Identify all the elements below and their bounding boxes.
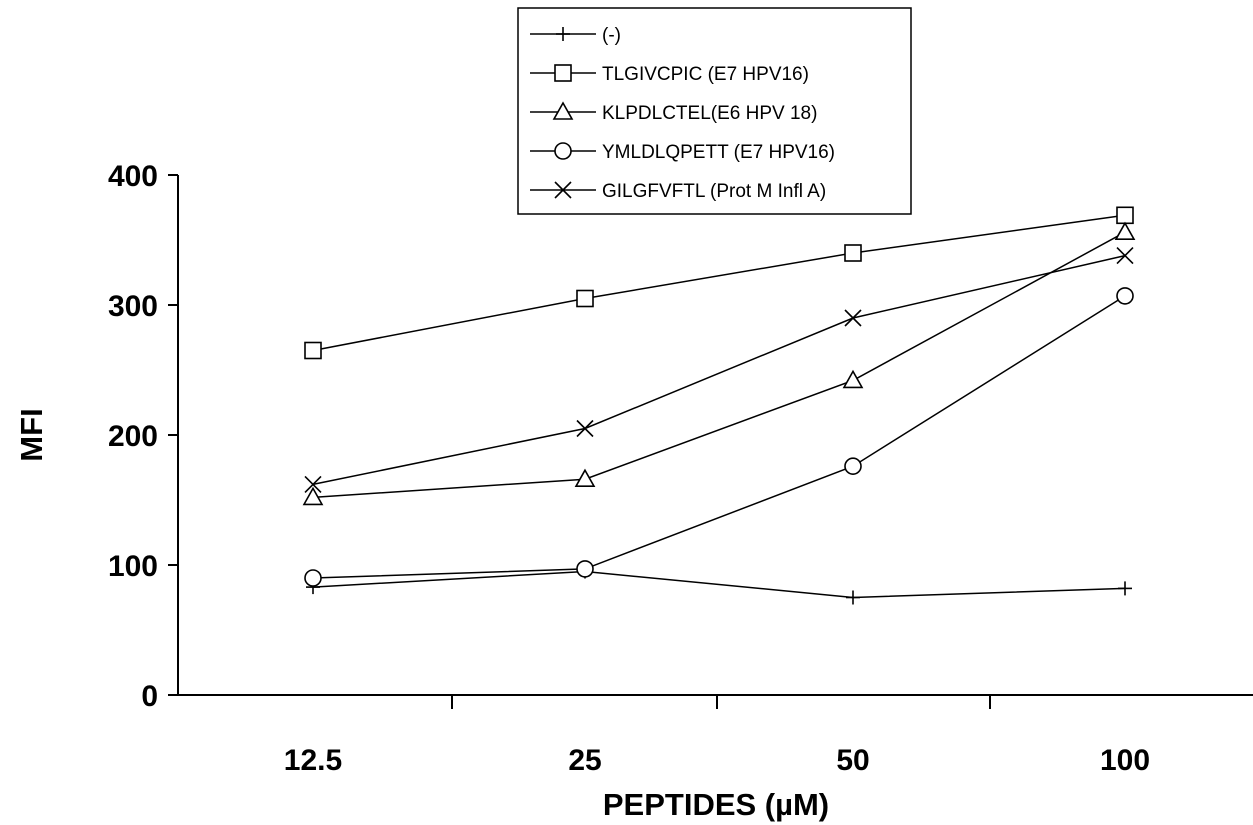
data-point: [1116, 247, 1134, 265]
data-point: [1114, 221, 1136, 240]
marker-triangle: [552, 101, 574, 120]
legend-marker: [554, 142, 572, 160]
legend-entry: GILGFVFTL (Prot M Infl A): [530, 181, 826, 202]
marker-x-stroke: [554, 181, 572, 199]
legend: (-) TLGIVCPIC (E7 HPV16) KLPDLCTEL(E6 HPV …: [517, 7, 912, 215]
x-ticks: 12.5 25 50 100: [284, 695, 1150, 777]
series-line: [312, 254, 1126, 486]
legend-marker: [556, 27, 570, 41]
series-x: [304, 247, 1134, 493]
y-tick-label: 400: [108, 160, 158, 193]
data-point: [844, 244, 862, 262]
marker-x-stroke: [844, 309, 862, 327]
series-line: [312, 214, 1126, 352]
x-tick-label: 12.5: [284, 744, 342, 777]
series-circle: [304, 287, 1134, 587]
legend-marker: [554, 181, 572, 199]
x-tick-label: 50: [836, 744, 869, 777]
y-ticks: 0 100 200 300 400: [108, 160, 178, 713]
marker-circle: [576, 560, 594, 578]
data-point: [1118, 581, 1132, 596]
legend-label: GILGFVFTL (Prot M Infl A): [602, 181, 826, 202]
marker-square: [304, 341, 322, 360]
legend-label: YMLDLQPETT (E7 HPV16): [602, 142, 835, 163]
data-point: [576, 289, 594, 308]
y-tick-label: 100: [108, 550, 158, 583]
marker-triangle: [842, 369, 864, 389]
marker-square: [576, 289, 594, 308]
data-point: [574, 468, 596, 488]
series-line: [312, 570, 1126, 599]
x-tick-label: 100: [1100, 744, 1150, 777]
data-point: [304, 475, 322, 493]
y-tick-label: 200: [108, 420, 158, 453]
marker-x-stroke: [576, 419, 594, 438]
marker-circle: [554, 142, 572, 160]
data-point: [304, 341, 322, 360]
legend-entry: KLPDLCTEL(E6 HPV 18): [530, 101, 817, 124]
legend-marker: [552, 101, 574, 120]
marker-x-stroke: [1116, 247, 1134, 265]
data-point: [1116, 206, 1134, 225]
data-point: [576, 419, 594, 438]
y-axis-title: MFI: [14, 408, 49, 461]
data-point: [304, 569, 322, 587]
marker-circle: [304, 569, 322, 587]
marker-triangle: [302, 486, 324, 506]
legend-label: TLGIVCPIC (E7 HPV16): [602, 64, 809, 85]
data-point: [576, 560, 594, 578]
marker-circle: [1116, 287, 1134, 305]
legend-label: (-): [602, 25, 621, 46]
x-axis-title: PEPTIDES (µM): [603, 787, 829, 822]
series-square: [304, 206, 1134, 360]
marker-triangle: [574, 468, 596, 488]
marker-square: [554, 64, 572, 82]
legend-entry: YMLDLQPETT (E7 HPV16): [530, 142, 835, 163]
legend-entry: (-): [530, 25, 621, 46]
data-point: [842, 369, 864, 389]
marker-x-stroke: [304, 475, 322, 493]
marker-square: [844, 244, 862, 262]
marker-triangle: [1114, 221, 1136, 240]
data-point: [844, 309, 862, 327]
marker-circle: [844, 457, 862, 476]
data-point: [844, 457, 862, 476]
series-layer: [302, 206, 1136, 605]
data-point: [1116, 287, 1134, 305]
axes: [177, 175, 1253, 696]
x-tick-label: 25: [568, 744, 601, 777]
series-line: [312, 231, 1126, 499]
data-point: [302, 486, 324, 506]
series-line: [312, 295, 1126, 579]
y-tick-label: 300: [108, 290, 158, 323]
legend-label: KLPDLCTEL(E6 HPV 18): [602, 103, 817, 124]
legend-box: [517, 7, 912, 215]
series-triangle: [302, 221, 1136, 506]
legend-marker: [554, 64, 572, 82]
data-point: [846, 590, 860, 605]
legend-entry: TLGIVCPIC (E7 HPV16): [530, 64, 809, 85]
series-plus: [306, 564, 1132, 605]
y-tick-label: 0: [141, 680, 158, 713]
marker-square: [1116, 206, 1134, 225]
